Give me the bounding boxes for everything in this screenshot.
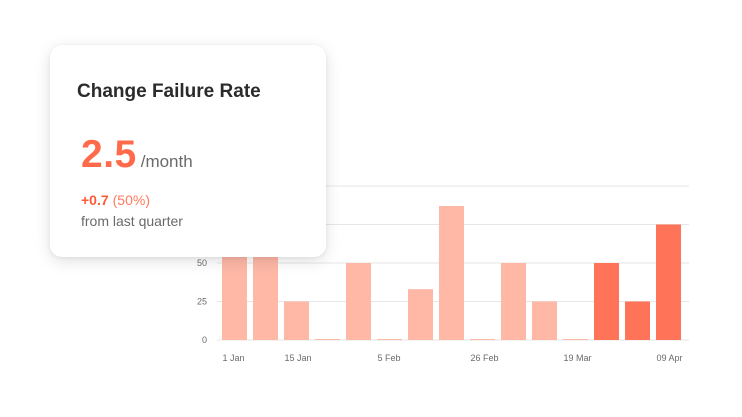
- comparison-text: from last quarter: [81, 213, 183, 229]
- bar: [563, 339, 588, 340]
- bar: [656, 224, 681, 340]
- y-tick-label: 0: [202, 335, 207, 345]
- bar: [346, 263, 371, 340]
- metric-unit: /month: [140, 152, 193, 171]
- y-tick-label: 50: [197, 258, 207, 268]
- bar: [315, 339, 340, 340]
- change-line: +0.7 (50%): [81, 192, 150, 208]
- change-value: +0.7: [81, 192, 109, 208]
- bar: [284, 301, 309, 340]
- bar: [222, 255, 247, 340]
- change-percent: (50%): [112, 192, 150, 208]
- metric-row: 2.5/month: [81, 133, 193, 177]
- x-tick-label: 19 Mar: [564, 353, 592, 363]
- card-title: Change Failure Rate: [77, 81, 261, 102]
- bar: [594, 263, 619, 340]
- x-tick-label: 09 Apr: [657, 353, 683, 363]
- bar: [625, 301, 650, 340]
- x-tick-label: 5 Feb: [378, 353, 401, 363]
- metric-card: Change Failure Rate 2.5/month +0.7 (50%) …: [50, 45, 326, 257]
- chart-bars: [222, 206, 681, 340]
- bar: [532, 301, 557, 340]
- x-tick-label: 26 Feb: [471, 353, 499, 363]
- x-tick-label: 15 Jan: [285, 353, 312, 363]
- metric-value: 2.5: [81, 133, 137, 176]
- bar: [253, 255, 278, 340]
- bar: [501, 263, 526, 340]
- bar: [408, 289, 433, 340]
- x-tick-label: 1 Jan: [223, 353, 245, 363]
- bar: [377, 339, 402, 340]
- y-tick-label: 25: [197, 297, 207, 307]
- chart-tick-labels: 0 25 50 1 Jan 15 Jan 5 Feb 26 Feb 19 Mar 09 Apr: [197, 258, 683, 363]
- bar: [439, 206, 464, 340]
- bar: [470, 339, 495, 340]
